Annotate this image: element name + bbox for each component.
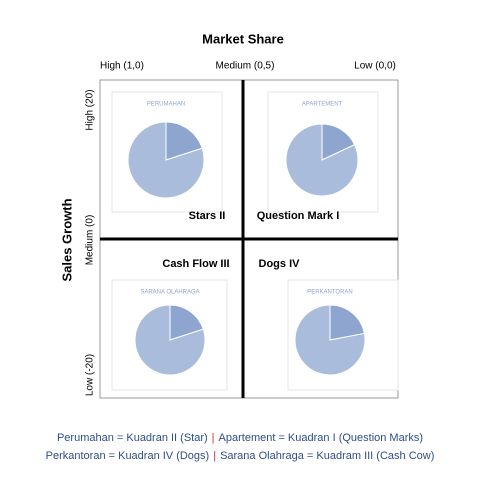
pie-label: APARTEMENT — [302, 102, 343, 108]
pie-slice — [329, 304, 365, 341]
pie-slice — [169, 304, 204, 341]
legend-text: Perumahan = Kuadran II (Star) — [56, 432, 208, 444]
pie-label: PERUMAHAN — [147, 102, 185, 108]
quadrant-label: Stars II — [189, 210, 226, 222]
y-title: Sales Growth — [59, 198, 74, 281]
legend-text: Sarana Olahraga = Kuadram III (Cash Cow) — [220, 450, 435, 462]
pie-label: SARANA OLAHRAGA — [140, 290, 199, 296]
pie-slice — [321, 123, 356, 161]
x-label: Medium (0,5) — [216, 61, 275, 72]
separator: | — [211, 432, 215, 444]
quadrant-label: Dogs IV — [259, 258, 301, 270]
pie-frame — [287, 279, 399, 391]
separator: | — [213, 450, 217, 462]
x-label: High (1,0) — [100, 61, 144, 72]
legend-text: Apartement = Kuadran I (Question Marks) — [218, 432, 424, 444]
pie-label: PERKANTORAN — [307, 290, 353, 296]
y-label: Low (-20) — [85, 354, 96, 396]
y-label: High (20) — [85, 89, 96, 130]
pie-frame — [267, 91, 379, 213]
legend-line: Perkantoran = Kuadran IV (Dogs) | Sarana O… — [0, 450, 480, 462]
legend-text: Perkantoran = Kuadran IV (Dogs) — [45, 450, 210, 462]
y-label: Medium (0) — [85, 215, 96, 266]
pie-frame — [111, 279, 228, 391]
legend-line: Perumahan = Kuadran II (Star) | Apartement… — [0, 432, 480, 444]
pie-slice — [294, 304, 366, 376]
pie-slice — [165, 121, 203, 161]
title: Market Share — [202, 31, 284, 46]
pie-slice — [127, 121, 205, 199]
pie-frame — [111, 91, 223, 213]
pie-slice — [134, 304, 206, 376]
quadrant-label: Question Mark I — [257, 210, 340, 222]
quadrant-label: Cash Flow III — [162, 258, 229, 270]
x-label: Low (0,0) — [354, 61, 396, 72]
pie-slice — [285, 123, 359, 197]
